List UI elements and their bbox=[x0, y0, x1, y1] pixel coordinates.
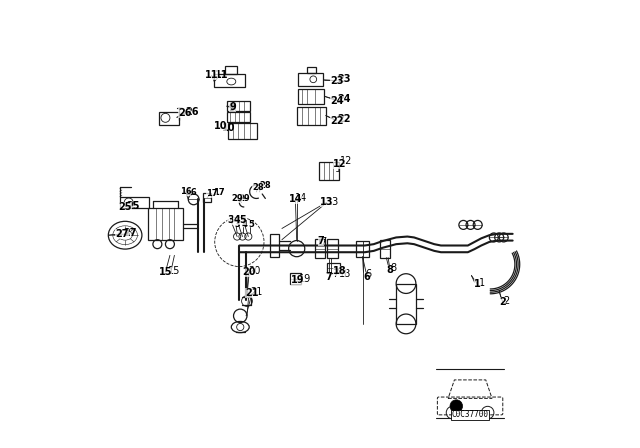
Text: 22: 22 bbox=[330, 116, 344, 126]
Bar bbox=[297, 107, 326, 125]
Text: 19: 19 bbox=[291, 275, 305, 285]
Text: 12: 12 bbox=[340, 156, 353, 166]
Text: 3: 3 bbox=[227, 215, 234, 224]
Bar bbox=[298, 89, 324, 104]
Bar bbox=[319, 162, 339, 180]
Text: 17: 17 bbox=[206, 189, 218, 198]
Bar bbox=[120, 197, 149, 208]
Bar bbox=[148, 208, 184, 240]
Bar bbox=[159, 112, 179, 125]
Bar bbox=[315, 239, 325, 258]
Text: 11: 11 bbox=[205, 70, 218, 80]
Text: 18: 18 bbox=[333, 266, 347, 276]
Text: 3: 3 bbox=[235, 220, 241, 229]
Text: 12: 12 bbox=[333, 159, 346, 168]
Text: 13: 13 bbox=[327, 197, 339, 207]
Bar bbox=[380, 240, 390, 258]
Text: 1: 1 bbox=[479, 278, 485, 288]
Text: 15: 15 bbox=[168, 266, 180, 276]
Text: 24: 24 bbox=[330, 96, 344, 106]
Text: 7: 7 bbox=[317, 236, 324, 246]
Text: 7: 7 bbox=[326, 272, 332, 282]
Bar bbox=[227, 101, 250, 111]
Text: 21: 21 bbox=[245, 289, 259, 298]
Bar bbox=[307, 67, 316, 73]
Text: 29: 29 bbox=[239, 194, 250, 202]
Text: 25: 25 bbox=[127, 201, 140, 211]
Text: 6: 6 bbox=[364, 272, 371, 282]
Text: 8: 8 bbox=[391, 263, 397, 273]
Text: 24: 24 bbox=[337, 94, 351, 103]
Text: 10: 10 bbox=[214, 121, 227, 131]
Text: 5: 5 bbox=[248, 220, 254, 229]
Bar bbox=[327, 239, 338, 258]
Text: 17: 17 bbox=[213, 188, 225, 197]
Text: 14: 14 bbox=[289, 194, 302, 204]
Text: 27: 27 bbox=[115, 229, 129, 239]
Text: 25: 25 bbox=[118, 202, 132, 212]
Bar bbox=[225, 66, 237, 74]
Text: 2: 2 bbox=[504, 296, 510, 306]
Text: 7: 7 bbox=[333, 269, 339, 279]
Bar bbox=[227, 112, 250, 122]
Text: 9: 9 bbox=[229, 102, 236, 112]
Text: 20: 20 bbox=[243, 267, 256, 277]
Bar bbox=[298, 73, 323, 86]
Text: 26: 26 bbox=[178, 108, 191, 118]
Text: 7: 7 bbox=[320, 237, 326, 247]
Text: 5: 5 bbox=[239, 215, 246, 224]
Text: 9: 9 bbox=[228, 103, 235, 112]
Bar bbox=[228, 123, 257, 139]
Text: 29: 29 bbox=[232, 194, 243, 202]
Circle shape bbox=[450, 400, 463, 412]
Text: 11: 11 bbox=[215, 70, 228, 80]
Text: 20: 20 bbox=[248, 266, 260, 276]
Text: 4: 4 bbox=[234, 215, 240, 224]
Text: 16: 16 bbox=[180, 187, 191, 196]
Text: 1: 1 bbox=[474, 280, 481, 289]
Text: 4: 4 bbox=[242, 220, 248, 229]
Text: 18: 18 bbox=[339, 269, 351, 279]
Bar bbox=[290, 273, 301, 284]
Bar bbox=[203, 193, 211, 202]
Text: 10: 10 bbox=[221, 123, 235, 133]
Text: 21: 21 bbox=[251, 287, 263, 297]
Bar bbox=[327, 263, 340, 273]
Text: 14: 14 bbox=[294, 193, 307, 203]
Bar bbox=[214, 74, 244, 87]
Bar bbox=[356, 241, 369, 257]
Text: 8: 8 bbox=[386, 265, 393, 275]
Text: 28: 28 bbox=[252, 183, 264, 192]
Text: C0C37700: C0C37700 bbox=[452, 410, 488, 419]
Bar bbox=[396, 284, 416, 324]
Text: 27: 27 bbox=[123, 228, 136, 238]
Text: 6: 6 bbox=[365, 269, 371, 279]
Text: 19: 19 bbox=[299, 274, 311, 284]
Text: 26: 26 bbox=[186, 107, 199, 117]
Text: 23: 23 bbox=[337, 74, 351, 84]
Text: 22: 22 bbox=[337, 114, 351, 124]
Text: 23: 23 bbox=[330, 76, 344, 86]
Text: 2: 2 bbox=[499, 297, 506, 307]
Text: 15: 15 bbox=[159, 267, 172, 277]
Text: 28: 28 bbox=[260, 181, 271, 190]
Text: 16: 16 bbox=[185, 188, 196, 197]
Text: 13: 13 bbox=[320, 198, 333, 207]
Bar bbox=[270, 234, 279, 257]
